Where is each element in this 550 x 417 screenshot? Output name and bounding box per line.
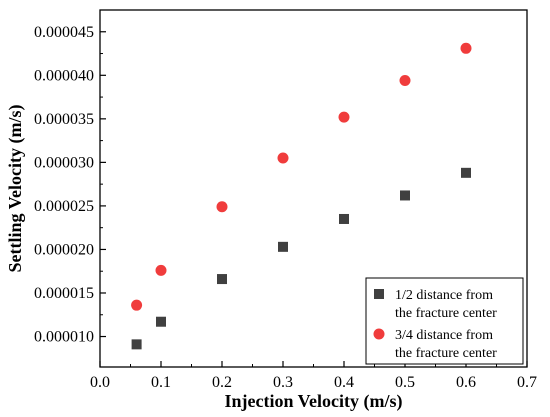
data-point-series-2 (399, 75, 411, 87)
x-tick-label: 0.1 (151, 374, 171, 391)
y-axis-ticks: 0.000010 0.000015 0.000020 0.000025 0.000030… (34, 24, 106, 346)
y-tick-label: 0.000015 (34, 285, 94, 302)
plot-area-frame (99, 9, 528, 368)
data-point-series-2 (338, 111, 350, 123)
data-point-series-2 (216, 201, 228, 213)
data-point-series-1 (461, 167, 471, 178)
x-tick-label: 0.0 (90, 374, 110, 391)
data-point-series-2 (155, 264, 167, 276)
x-tick-label: 0.2 (212, 374, 232, 391)
x-tick-label: 0.7 (517, 374, 537, 391)
legend-box (365, 277, 524, 365)
data-point-series-2 (131, 299, 143, 311)
data-point-series-2 (277, 152, 289, 164)
data-point-series-1 (131, 339, 142, 350)
x-tick-label: 0.4 (334, 374, 354, 391)
y-tick-label: 0.000030 (34, 154, 94, 171)
data-point-series-1 (156, 316, 166, 327)
data-point-series-1 (339, 213, 349, 224)
data-point-series-2 (460, 42, 472, 54)
data-point-series-1 (400, 190, 410, 201)
legend-marker-square (374, 289, 384, 299)
data-point-series-1 (278, 241, 288, 252)
x-axis-title: Injection Velocity (m/s) (225, 391, 403, 412)
x-tick-label: 0.5 (395, 374, 415, 391)
y-tick-label: 0.000025 (34, 198, 94, 215)
y-tick-label: 0.000035 (34, 111, 94, 128)
y-tick-label: 0.000020 (34, 241, 94, 258)
y-axis-title: Settling Velocity (m/s) (5, 105, 26, 273)
legend-label-series-2: 3/4 distance from (395, 328, 493, 343)
data-points (131, 42, 472, 350)
x-axis-ticks: 0.0 0.1 0.2 0.3 0.4 0.5 0.6 0.7 (90, 361, 537, 391)
legend-label-series-1: 1/2 distance from (395, 288, 493, 303)
legend-marker-circle (373, 328, 385, 340)
x-tick-label: 0.6 (456, 374, 476, 391)
y-tick-label: 0.000040 (34, 67, 94, 84)
legend-label-series-1: the fracture center (395, 306, 497, 321)
legend: 1/2 distance from the fracture center 3/… (365, 277, 524, 365)
data-point-series-1 (217, 274, 227, 285)
legend-label-series-2: the fracture center (395, 346, 497, 361)
y-tick-label: 0.000010 (34, 329, 94, 346)
y-tick-label: 0.000045 (34, 24, 94, 41)
x-tick-label: 0.3 (273, 374, 293, 391)
